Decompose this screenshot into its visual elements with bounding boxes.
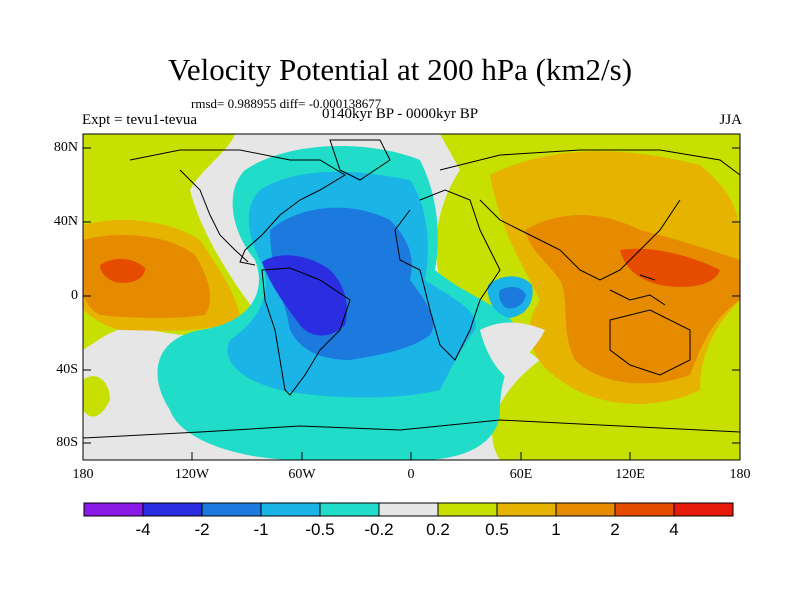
lon-label-60e: 60E [509,467,533,482]
coast-australia [609,309,691,376]
lat-label-80n: 80N [53,140,78,155]
coast-antarctica [83,419,740,439]
colorbar-swatch [378,502,439,517]
lon-label-60w: 60W [288,467,316,482]
colorbar-label: -2 [194,520,210,539]
lon-label-0: 0 [407,467,415,482]
colorbar-swatch [142,502,203,517]
positive-shade-2-west [100,258,145,283]
colorbar-swatch [83,502,144,517]
period-label: 0140kyr BP - 0000kyr BP [322,106,479,122]
colorbar-swatch [614,502,675,517]
colorbar-label: -0.5 [305,520,335,539]
coast-greenland [329,139,391,181]
contour-field [83,134,740,460]
negative-shade-indian-ocean-core [499,287,526,309]
neutral-gap-south-indian [480,322,545,380]
colorbar-label: 2 [610,520,620,539]
positive-shade-2-east [620,248,720,287]
colorbar-swatch [673,502,734,517]
colorbar [83,502,734,517]
colorbar-label: -1 [253,520,269,539]
negative-shade-2 [262,255,347,336]
colorbar-label: 4 [669,520,679,539]
colorbar-swatch [555,502,616,517]
coast-africa-europe [394,189,501,361]
colorbar-label: 1 [551,520,561,539]
colorbar-label: 0.5 [485,520,509,539]
lat-label-eq: 0 [71,288,78,303]
positive-shade-0p2-southwest [83,376,110,417]
lon-label-120w: 120W [174,467,210,482]
colorbar-label: 0.2 [426,520,450,539]
lon-label-120e: 120E [615,467,645,482]
stats-text: rmsd= 0.988955 diff= -0.000138677 [191,96,382,111]
coast-north-america-west [179,169,249,263]
coast-south-america [261,267,351,396]
lat-label-80s: 80S [56,435,78,450]
season-label: JJA [719,112,742,128]
colorbar-swatch [201,502,262,517]
coast-maritime-continent [609,274,666,306]
experiment-label: Expt = tevu1-tevua [82,112,198,128]
colorbar-swatch [319,502,380,517]
lon-label-180e: 180 [729,467,751,482]
lat-label-40n: 40N [53,214,78,229]
axis-ticks [83,147,740,460]
colorbar-label: -0.2 [364,520,394,539]
colorbar-swatch [260,502,321,517]
coast-eurasia [439,149,740,281]
colorbar-label: -4 [135,520,151,539]
coastlines [83,139,740,439]
lon-label-180w: 180 [72,467,94,482]
positive-shade-1-west [83,235,211,319]
colorbar-swatch [437,502,498,517]
lat-label-40s: 40S [56,362,78,377]
map-title: Velocity Potential at 200 hPa (km2/s) [167,52,633,87]
colorbar-swatch [496,502,557,517]
coast-north-america [129,149,346,266]
